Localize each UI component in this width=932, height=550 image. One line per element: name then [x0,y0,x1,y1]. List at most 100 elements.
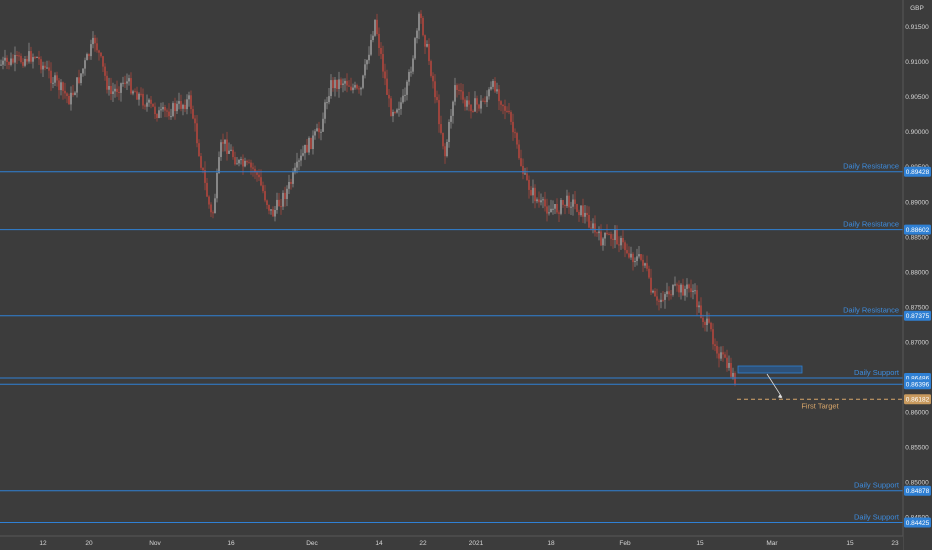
candle-body [602,238,604,246]
candle-body [110,86,112,94]
candle-body [580,205,582,216]
candle-body [320,131,322,133]
candle-body [208,196,210,205]
candle-body [458,89,460,91]
entry-zone-box[interactable] [737,365,803,374]
candle-body [114,88,116,92]
candle-body [440,124,442,133]
price-tick-label: 0.89000 [905,199,929,206]
candle-body [76,77,78,93]
candle-body [452,101,454,116]
candle-body [584,212,586,217]
price-axis[interactable]: 0.915000.910000.905000.900000.895000.890… [905,24,929,522]
level-price-badge [904,485,931,496]
candle-body [350,86,352,90]
candle-body [594,223,596,233]
level-price-badge-text: 0.84425 [906,520,930,527]
candle-body [448,122,450,142]
candle-body [650,277,652,293]
candle-body [358,88,360,90]
candle-body [702,317,704,322]
price-tick-label: 0.91500 [905,24,929,31]
candle-body [472,111,474,112]
candle-body [84,60,86,69]
candle-body [28,51,30,62]
candle-body [660,299,662,302]
candle-body [328,96,330,103]
candle-body [728,363,730,368]
time-tick-label: 16 [227,540,235,547]
candle-body [706,318,708,325]
candle-body [568,195,570,208]
level-price-badge [904,224,931,235]
candle-body [362,75,364,88]
candle-body [656,296,658,301]
candle-body [52,82,54,84]
level-price-badge-text: 0.84878 [906,488,930,495]
candle-body [58,80,60,91]
candle-body [616,229,618,245]
candle-body [628,253,630,258]
price-tick-label: 0.90000 [905,129,929,136]
candle-body [318,128,320,133]
candle-body [630,253,632,258]
candle-body [692,290,694,292]
candle-body [604,232,606,239]
candle-body [26,59,28,62]
candle-body [226,139,228,154]
time-tick-label: 14 [375,540,383,547]
candle-body [338,79,340,89]
target-label: First Target [801,401,839,410]
candle-body [698,305,700,308]
candle-body [326,102,328,104]
candle-body [242,159,244,167]
candle-body [444,146,446,157]
candle-body [166,110,168,112]
candle-body [72,92,74,96]
time-tick-label: Dec [306,540,318,547]
candle-body [646,263,648,269]
candle-body [720,352,722,359]
candle-body [582,205,584,217]
candle-body [282,192,284,207]
candle-body [454,85,456,102]
candle-body [384,71,386,79]
candle-body [324,102,326,119]
time-tick-label: 2021 [469,540,484,547]
candle-body [670,294,672,296]
candle-body [148,99,150,103]
candle-body [676,284,678,286]
candle-body [690,288,692,292]
time-tick-label: Feb [619,540,631,547]
candle-body [118,92,120,93]
candle-body [206,182,208,197]
candle-body [442,132,444,147]
candle-body [418,13,420,31]
time-axis[interactable]: 12 20 Nov 16 Dec 14 22 2021 18 Feb 15 Mar 15 23 [39,540,899,547]
candle-body [210,204,212,213]
level-price-badge [904,166,931,177]
candle-body [218,157,220,174]
candle-body [428,44,430,62]
candle-body [612,238,614,240]
candle-body [446,142,448,157]
candle-body [48,67,50,71]
level-price-badge-text: 0.86486 [906,375,930,382]
candle-body [392,112,394,117]
candle-body [142,93,144,106]
candle-body [694,290,696,292]
candle-body [80,73,82,83]
price-tick-label: 0.91000 [905,59,929,66]
candle-body [122,82,124,84]
candle-body [710,322,712,330]
candle-body [538,199,540,203]
candle-body [530,190,532,196]
candle-body [404,94,406,96]
candle-body [178,101,180,104]
candle-body [144,105,146,107]
candle-body [194,118,196,124]
candle-body [196,123,198,144]
level-label: Daily Support [854,481,900,490]
candle-body [90,44,92,57]
